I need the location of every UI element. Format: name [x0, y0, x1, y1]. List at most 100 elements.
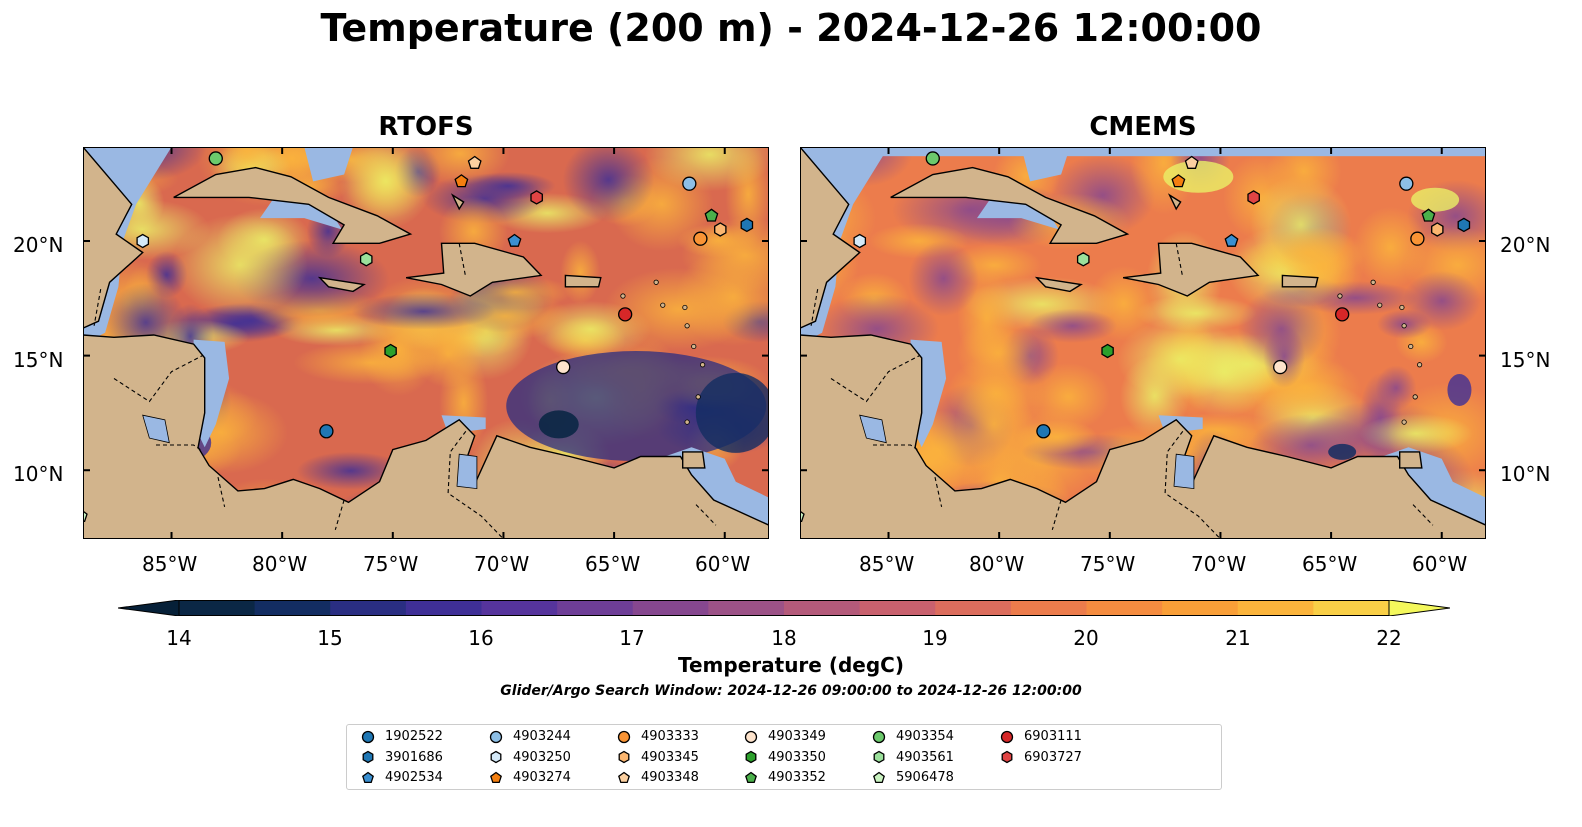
lon-tick-75w: 75°W — [1080, 552, 1136, 576]
legend-item-4903561: 4903561 — [872, 750, 954, 765]
lat-tick-10n: 10°N — [13, 462, 64, 486]
legend-item-1902522: 1902522 — [361, 729, 443, 744]
legend-label: 4903352 — [768, 770, 826, 785]
float-marker-4903333 — [693, 231, 708, 246]
colorbar-tick-16: 16 — [468, 626, 494, 650]
legend-marker-4903561 — [873, 750, 885, 764]
float-legend: 1902522 3901686 4902534 4903244 4903250 49032… — [346, 724, 1222, 790]
legend-marker-4903352 — [745, 771, 757, 783]
float-marker-4903274 — [454, 174, 469, 188]
colorbar-tick-18: 18 — [771, 626, 797, 650]
legend-item-4903354: 4903354 — [872, 729, 954, 744]
panel-title-rtofs: RTOFS — [378, 112, 474, 142]
colorbar-segment — [1010, 600, 1088, 616]
legend-marker-6903727 — [1001, 750, 1013, 764]
legend-marker-3901686 — [362, 750, 374, 764]
colorbar-under-extension — [118, 600, 180, 616]
float-marker-1902522 — [1036, 424, 1051, 439]
float-marker-4903333 — [1410, 231, 1425, 246]
float-marker-4903274 — [1171, 174, 1186, 188]
lon-tick-65w: 65°W — [1302, 552, 1358, 576]
legend-label: 4903244 — [513, 729, 571, 744]
colorbar-segment — [1162, 600, 1239, 616]
float-marker-4903349 — [1273, 359, 1288, 375]
colorbar-segment — [405, 600, 483, 616]
legend-label: 4903350 — [768, 749, 826, 765]
colorbar-segment — [1086, 600, 1163, 616]
colorbar-tick-14: 14 — [166, 626, 192, 650]
colorbar-segment — [1313, 600, 1390, 616]
float-marker-6903727 — [530, 190, 543, 205]
lat-tick-10n: 10°N — [1500, 462, 1551, 486]
cmems-map — [800, 147, 1486, 539]
colorbar-segment — [1237, 600, 1314, 616]
legend-label: 6903111 — [1024, 729, 1082, 744]
lon-tick-60w: 60°W — [1412, 552, 1468, 576]
legend-label: 1902522 — [385, 729, 443, 744]
legend-item-4902534: 4902534 — [361, 770, 443, 785]
lon-tick-75w: 75°W — [363, 552, 419, 576]
float-marker-4903345 — [1431, 222, 1444, 237]
float-marker-4903349 — [556, 359, 571, 375]
legend-label: 4903354 — [896, 729, 954, 744]
float-marker-4903354 — [925, 151, 940, 166]
colorbar-segment — [935, 600, 1012, 616]
colorbar-tick-21: 21 — [1225, 626, 1251, 650]
lon-tick-80w: 80°W — [252, 552, 308, 576]
float-marker-4902534 — [1224, 233, 1239, 247]
colorbar-tick-22: 22 — [1376, 626, 1402, 650]
legend-label: 4903333 — [641, 729, 699, 744]
legend-item-4903244: 4903244 — [489, 729, 571, 744]
legend-item-6903727: 6903727 — [1000, 750, 1082, 765]
float-marker-6903111 — [1335, 307, 1350, 322]
float-marker-3901686 — [1457, 217, 1471, 233]
float-marker-4903348 — [467, 155, 482, 169]
legend-marker-5906478 — [873, 771, 885, 783]
rtofs-temperature-field — [83, 147, 769, 539]
float-marker-4903250 — [136, 233, 150, 249]
lon-tick-85w: 85°W — [859, 552, 915, 576]
rtofs-map — [83, 147, 769, 539]
lon-tick-70w: 70°W — [474, 552, 530, 576]
legend-label: 3901686 — [385, 749, 443, 765]
colorbar-segment — [179, 600, 256, 616]
search-window-text: Glider/Argo Search Window: 2024-12-26 09… — [500, 683, 1082, 699]
lat-tick-15n: 15°N — [13, 348, 64, 372]
legend-item-4903349: 4903349 — [744, 729, 826, 744]
float-marker-4903250 — [853, 233, 867, 249]
lat-tick-20n: 20°N — [1500, 233, 1551, 257]
legend-label: 4903348 — [641, 770, 699, 785]
legend-marker-1902522 — [361, 730, 375, 743]
float-marker-4903561 — [1076, 252, 1090, 267]
legend-item-3901686: 3901686 — [361, 750, 443, 765]
float-marker-1902522 — [319, 424, 334, 439]
colorbar-tick-20: 20 — [1073, 626, 1099, 650]
float-marker-4903350 — [384, 343, 397, 359]
float-marker-4903244 — [1399, 176, 1414, 191]
colorbar-segment — [708, 600, 785, 616]
colorbar-over-extension — [1388, 600, 1450, 616]
lat-tick-20n: 20°N — [13, 233, 64, 257]
legend-label: 4903345 — [641, 749, 699, 765]
float-marker-5906478 — [83, 510, 88, 522]
legend-label: 4903274 — [513, 770, 571, 785]
legend-marker-4903345 — [618, 750, 630, 764]
float-marker-4903350 — [1101, 343, 1114, 359]
legend-marker-6903111 — [1000, 730, 1014, 743]
temperature-colorbar — [118, 600, 1450, 616]
colorbar-segment — [557, 600, 634, 616]
legend-item-4903274: 4903274 — [489, 770, 571, 785]
lon-tick-60w: 60°W — [695, 552, 751, 576]
float-marker-4903352 — [704, 208, 719, 222]
legend-marker-4903244 — [489, 730, 503, 743]
legend-item-4903333: 4903333 — [617, 729, 699, 744]
legend-label: 4902534 — [385, 770, 443, 785]
legend-marker-4902534 — [362, 771, 374, 783]
colorbar-segment — [859, 600, 936, 616]
legend-label: 6903727 — [1024, 749, 1082, 765]
float-marker-6903727 — [1247, 190, 1260, 205]
legend-marker-4903274 — [490, 771, 502, 783]
legend-item-4903348: 4903348 — [617, 770, 699, 785]
float-marker-6903111 — [618, 307, 633, 322]
lat-tick-15n: 15°N — [1500, 348, 1551, 372]
